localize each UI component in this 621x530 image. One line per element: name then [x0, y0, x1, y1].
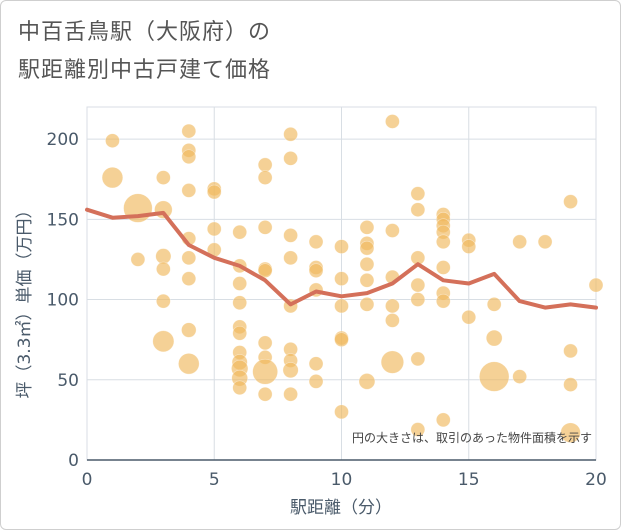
y-tick-label: 0: [68, 451, 79, 471]
data-bubble: [156, 293, 171, 309]
data-bubble: [308, 234, 324, 250]
data-bubble: [461, 239, 477, 254]
data-bubble: [257, 335, 273, 351]
data-bubble: [334, 332, 349, 347]
data-bubble: [257, 220, 273, 235]
data-bubble: [232, 380, 247, 396]
y-tick-label: 50: [57, 371, 79, 391]
data-bubble: [232, 295, 247, 311]
data-bubble: [283, 126, 298, 142]
data-bubble: [308, 374, 324, 389]
data-bubble: [181, 183, 197, 198]
y-tick-label: 150: [47, 210, 79, 230]
data-bubble: [156, 170, 171, 185]
data-bubble: [512, 234, 527, 250]
data-bubble: [485, 329, 503, 347]
data-bubble: [232, 276, 247, 291]
data-bubble: [512, 369, 527, 384]
data-bubble: [410, 422, 426, 437]
data-bubble: [359, 256, 375, 272]
data-bubble: [232, 325, 247, 341]
data-bubble: [257, 386, 273, 402]
data-bubble: [181, 123, 197, 139]
data-bubble: [380, 350, 404, 374]
data-bubble: [560, 422, 581, 443]
data-bubble: [435, 412, 451, 428]
data-bubble: [156, 261, 171, 277]
data-bubble: [385, 114, 400, 129]
data-bubble: [257, 157, 273, 173]
x-tick-label: 0: [82, 470, 93, 490]
data-bubble: [334, 239, 349, 254]
average-price-line: [85, 207, 598, 310]
data-bubble: [359, 297, 375, 312]
data-bubble: [283, 228, 298, 243]
data-bubble: [410, 186, 426, 201]
data-bubble: [152, 330, 175, 353]
data-bubble: [334, 271, 349, 286]
data-bubble: [283, 250, 298, 266]
data-bubble: [178, 353, 200, 375]
data-bubble: [359, 240, 375, 256]
y-tick-label: 200: [47, 130, 79, 150]
data-bubble: [252, 358, 278, 385]
x-axis-label: 駅距離（分）: [290, 498, 392, 518]
data-bubble: [181, 271, 197, 286]
data-bubble: [101, 166, 124, 189]
data-bubble: [232, 224, 247, 240]
data-bubble: [257, 170, 273, 185]
x-tick-label: 15: [458, 470, 480, 490]
data-bubble: [334, 298, 349, 314]
data-bubble: [435, 260, 451, 275]
data-bubble: [385, 223, 400, 238]
y-axis-label: 坪（3.3㎡）単価（万円）: [15, 201, 35, 398]
data-bubble: [282, 362, 299, 379]
y-tick-label: 100: [47, 291, 79, 311]
data-bubble: [410, 292, 426, 307]
chart-title-line1: 中百舌鳥駅（大阪府）の: [18, 20, 272, 45]
x-tick-label: 10: [331, 470, 353, 490]
data-bubble: [486, 297, 502, 312]
data-bubble: [308, 263, 324, 278]
data-bubble: [435, 293, 451, 309]
data-bubble: [461, 309, 477, 325]
data-bubble: [206, 221, 222, 237]
data-bubble: [130, 252, 146, 267]
data-bubble: [410, 202, 426, 217]
data-bubble: [283, 386, 298, 402]
data-bubble: [359, 220, 375, 235]
data-bubble: [435, 234, 451, 250]
data-bubble: [385, 298, 400, 314]
data-bubble: [181, 250, 197, 266]
bubble-series: [101, 114, 604, 443]
data-bubble: [206, 184, 222, 200]
x-tick-label: 5: [209, 470, 220, 490]
data-bubble: [410, 277, 426, 293]
data-bubble: [563, 377, 578, 392]
data-bubble: [563, 194, 578, 209]
data-bubble: [479, 361, 510, 392]
data-bubble: [155, 248, 172, 265]
data-bubble: [359, 272, 375, 288]
data-bubble: [563, 343, 578, 359]
data-bubble: [105, 133, 120, 148]
data-bubble: [588, 277, 604, 293]
data-bubble: [283, 151, 298, 166]
data-bubble: [537, 234, 553, 250]
data-bubble: [410, 351, 426, 367]
data-bubble: [181, 149, 197, 165]
data-bubble: [334, 404, 349, 420]
data-bubble: [308, 356, 324, 372]
data-bubble: [358, 373, 376, 390]
grid-lines: [86, 106, 597, 461]
data-bubble: [181, 322, 197, 338]
chart-title-line2: 駅距離別中古戸建て価格: [18, 58, 272, 83]
data-bubble: [257, 263, 273, 278]
data-bubble: [385, 313, 400, 328]
x-tick-label: 20: [585, 470, 607, 490]
bubble-size-note: 円の大きさは、取引のあった物件面積を示す: [352, 430, 592, 445]
